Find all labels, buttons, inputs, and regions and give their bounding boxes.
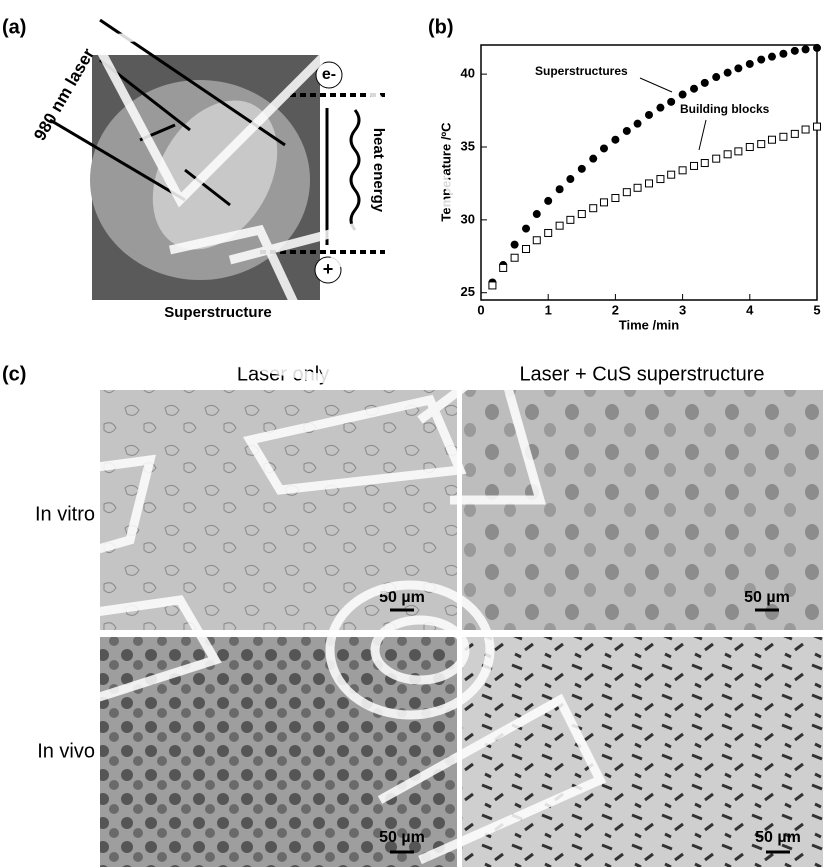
point	[712, 73, 720, 81]
point	[746, 60, 754, 68]
figure: (a) 980 nm laser e- + heat energy Supers…	[0, 0, 823, 867]
point	[724, 69, 732, 77]
point	[701, 79, 709, 87]
x-tick-label: 3	[679, 302, 686, 317]
point	[556, 222, 563, 229]
panel-label: (a)	[2, 16, 26, 38]
point	[713, 155, 720, 162]
point	[645, 111, 653, 119]
point	[735, 148, 742, 155]
point	[768, 136, 775, 143]
plot-frame	[481, 45, 817, 300]
point	[623, 127, 631, 135]
point	[791, 47, 799, 55]
point	[746, 144, 753, 151]
point	[600, 144, 608, 152]
point	[780, 133, 787, 140]
point	[612, 195, 619, 202]
x-axis-label: Time /min	[619, 317, 680, 332]
point	[758, 141, 765, 148]
point	[768, 53, 776, 61]
point	[701, 160, 708, 167]
point	[634, 120, 642, 128]
point	[566, 175, 574, 183]
point	[668, 171, 675, 178]
y-tick-label: 40	[461, 66, 475, 81]
point	[802, 45, 810, 53]
series-label: Building blocks	[680, 102, 770, 116]
x-tick-label: 1	[545, 302, 552, 317]
point	[578, 211, 585, 218]
point	[657, 176, 664, 183]
panel-label: (b)	[428, 16, 454, 38]
heat-wave	[351, 110, 359, 230]
point	[511, 241, 519, 249]
point	[489, 282, 496, 289]
point	[511, 254, 518, 261]
point	[523, 246, 530, 253]
point	[590, 205, 597, 212]
x-tick-label: 4	[746, 302, 754, 317]
x-tick-label: 0	[477, 302, 484, 317]
point	[545, 229, 552, 236]
point	[813, 44, 821, 52]
point	[690, 85, 698, 93]
point	[814, 123, 821, 130]
point	[611, 136, 619, 144]
panel-label: (c)	[2, 363, 26, 385]
annotation-arrow	[640, 78, 672, 92]
point	[724, 151, 731, 158]
point	[779, 50, 787, 58]
row-label: In vivo	[37, 740, 95, 762]
point	[544, 197, 552, 205]
point	[500, 264, 507, 271]
point	[679, 167, 686, 174]
column-label: Laser + CuS superstructure	[519, 363, 764, 385]
point	[634, 184, 641, 191]
point	[791, 130, 798, 137]
scale-bar-label: 50 µm	[744, 589, 790, 606]
point	[646, 180, 653, 187]
scale-bar-label: 50 µm	[379, 829, 425, 846]
annotation-arrow	[699, 120, 706, 150]
point	[578, 165, 586, 173]
caption: Superstructure	[164, 304, 272, 321]
point	[667, 98, 675, 106]
series-label: Superstructures	[535, 64, 628, 78]
heat-label: heat energy	[370, 128, 387, 213]
point	[589, 155, 597, 163]
point	[656, 104, 664, 112]
x-tick-label: 5	[813, 302, 820, 317]
y-tick-label: 35	[461, 138, 475, 153]
row-label: In vitro	[35, 503, 95, 525]
scale-bar-label: 50 µm	[755, 829, 801, 846]
x-tick-label: 2	[612, 302, 619, 317]
point	[600, 199, 607, 206]
y-tick-label: 30	[461, 211, 475, 226]
point	[522, 225, 530, 233]
point	[533, 237, 540, 244]
point	[757, 56, 765, 64]
point	[556, 185, 564, 193]
point	[567, 216, 574, 223]
y-tick-label: 25	[461, 284, 475, 299]
point	[623, 189, 630, 196]
electron-label: e-	[322, 66, 336, 83]
point	[734, 64, 742, 72]
point	[802, 126, 809, 133]
point	[691, 162, 698, 169]
point	[533, 210, 541, 218]
point	[679, 91, 687, 99]
